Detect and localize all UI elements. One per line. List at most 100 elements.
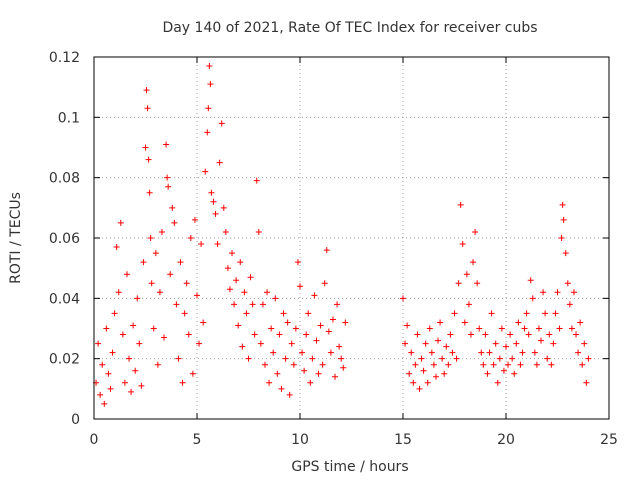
data-point — [548, 361, 555, 368]
data-point — [500, 367, 507, 374]
data-point — [486, 349, 493, 356]
data-point — [138, 382, 145, 389]
data-point — [525, 331, 532, 338]
data-point — [226, 286, 233, 293]
data-point — [145, 156, 152, 163]
data-point — [229, 250, 236, 257]
data-point — [437, 319, 444, 326]
data-point — [231, 301, 238, 308]
data-point — [303, 331, 310, 338]
data-point — [156, 289, 163, 296]
data-point — [451, 310, 458, 317]
data-point — [111, 310, 118, 317]
data-point — [435, 337, 442, 344]
data-point — [455, 280, 462, 287]
data-point — [544, 355, 551, 362]
data-point — [503, 343, 509, 350]
data-point — [575, 349, 582, 356]
data-point — [400, 295, 406, 302]
data-point — [315, 370, 322, 377]
data-point — [465, 301, 472, 308]
data-point — [538, 337, 545, 344]
data-point — [519, 349, 526, 356]
data-point — [494, 379, 501, 386]
data-point — [253, 177, 260, 184]
data-point — [259, 301, 266, 308]
data-point — [467, 331, 474, 338]
y-tick-label: 0.1 — [58, 110, 80, 126]
data-point — [424, 379, 431, 386]
data-point — [187, 235, 194, 241]
data-point — [205, 105, 212, 112]
data-point — [422, 340, 429, 347]
data-point — [470, 259, 477, 266]
data-point — [147, 235, 154, 241]
x-tick-label: 15 — [394, 432, 412, 448]
y-axis-label: ROTI / TECUs — [8, 192, 24, 284]
data-point — [128, 388, 135, 395]
data-point — [164, 174, 171, 181]
data-point — [282, 355, 289, 362]
data-point — [185, 331, 192, 338]
data-point — [207, 81, 214, 88]
data-point — [428, 349, 435, 356]
data-point — [196, 340, 203, 347]
data-point — [515, 319, 522, 326]
data-point — [249, 301, 256, 308]
data-point — [299, 349, 306, 356]
data-point — [474, 280, 481, 287]
data-point — [183, 280, 190, 287]
data-point — [342, 319, 349, 326]
data-point — [132, 367, 139, 374]
data-point — [173, 301, 180, 308]
data-point — [233, 277, 240, 284]
data-point — [482, 331, 489, 338]
data-point — [204, 129, 211, 136]
data-point — [274, 370, 281, 377]
data-point — [420, 367, 427, 374]
data-point — [432, 373, 439, 380]
data-point — [148, 280, 155, 287]
data-points — [93, 63, 592, 407]
data-point — [309, 355, 316, 362]
data-point — [261, 361, 268, 368]
data-point — [529, 295, 536, 302]
data-point — [202, 168, 209, 175]
data-point — [235, 322, 242, 329]
data-point — [245, 355, 252, 362]
data-point — [559, 201, 566, 208]
data-point — [439, 355, 446, 362]
data-point — [558, 235, 565, 241]
data-point — [566, 301, 573, 308]
data-point — [453, 355, 460, 362]
data-point — [177, 259, 184, 266]
data-point — [402, 340, 409, 347]
data-point — [264, 289, 271, 296]
data-point — [311, 292, 318, 299]
data-point — [513, 340, 520, 347]
y-tick-label: 0.06 — [49, 231, 80, 247]
data-point — [540, 289, 547, 296]
chart-title: Day 140 of 2021, Rate Of TEC Index for r… — [162, 20, 537, 36]
data-point — [288, 340, 295, 347]
data-point — [109, 349, 116, 356]
data-point — [418, 355, 425, 362]
data-point — [142, 144, 149, 151]
data-point — [443, 343, 450, 350]
data-point — [210, 198, 217, 205]
data-point — [542, 310, 549, 317]
data-point — [163, 141, 170, 148]
data-point — [340, 364, 347, 371]
data-point — [319, 361, 326, 368]
x-axis-label: GPS time / hours — [291, 459, 408, 475]
data-point — [152, 250, 159, 257]
data-point — [292, 325, 299, 332]
data-point — [286, 391, 293, 398]
data-point — [313, 337, 320, 344]
data-point — [171, 219, 178, 226]
data-point — [175, 355, 182, 362]
data-point — [404, 322, 411, 329]
data-point — [251, 331, 258, 338]
data-point — [150, 325, 157, 332]
data-point — [140, 259, 147, 266]
